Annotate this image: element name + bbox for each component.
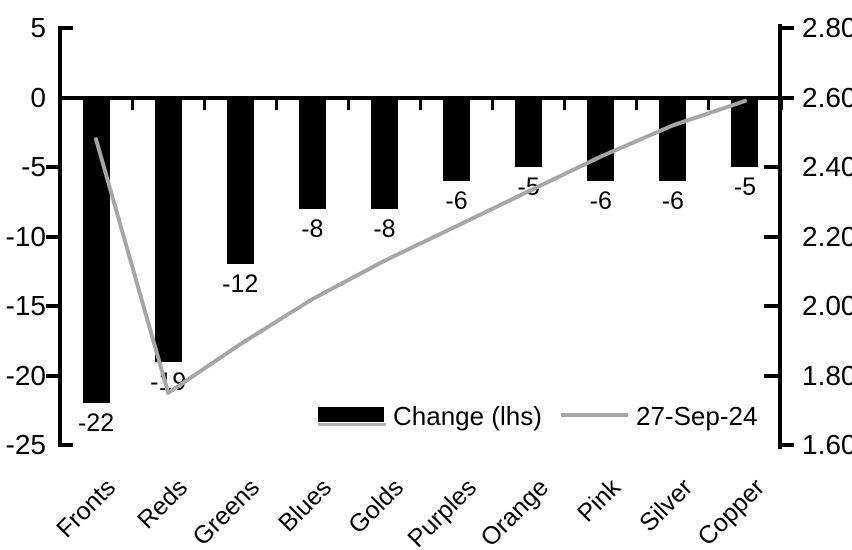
left-axis-tick bbox=[46, 373, 60, 378]
x-axis-tick bbox=[58, 97, 62, 110]
left-axis-tick-label: -5 bbox=[21, 151, 46, 182]
left-axis-tick-label: -20 bbox=[5, 359, 46, 391]
legend-label-line-series: 27-Sep-24 bbox=[636, 401, 758, 431]
left-axis-tick-label: -10 bbox=[5, 220, 46, 252]
zero-line bbox=[58, 95, 792, 100]
legend-line-swatch bbox=[561, 413, 628, 417]
left-axis-tick-label: 0 bbox=[30, 81, 46, 113]
left-axis-tick-label: -25 bbox=[5, 429, 46, 460]
x-axis-tick bbox=[779, 97, 783, 110]
right-axis-tick bbox=[764, 234, 778, 239]
legend-bar-swatch-underline bbox=[318, 423, 386, 426]
legend-bar-swatch bbox=[318, 407, 384, 422]
right-axis-tick-label: 2.00 bbox=[802, 290, 852, 321]
right-axis-end-cap bbox=[782, 26, 794, 30]
right-axis-tick bbox=[764, 304, 778, 308]
right-axis-tick bbox=[764, 165, 778, 169]
legend-label-bar-series: Change (lhs) bbox=[393, 401, 542, 431]
left-axis-tick-label: -15 bbox=[5, 290, 46, 321]
left-axis-tick bbox=[46, 304, 60, 308]
right-axis-tick-label: 1.80 bbox=[802, 359, 852, 391]
right-axis-tick-label: 2.20 bbox=[802, 220, 852, 252]
right-axis-end-cap bbox=[782, 443, 794, 447]
left-axis-tick-label: 5 bbox=[30, 12, 46, 43]
right-axis-tick bbox=[764, 373, 778, 378]
bar-data-label: -22 bbox=[77, 409, 115, 438]
left-axis-line bbox=[58, 26, 62, 447]
left-axis-tick bbox=[46, 234, 60, 239]
left-axis-end-cap bbox=[60, 26, 73, 30]
right-axis-tick-label: 2.40 bbox=[802, 151, 852, 182]
left-axis-end-cap bbox=[60, 443, 73, 447]
right-axis-tick-label: 2.60 bbox=[802, 81, 852, 113]
right-axis-end-cap bbox=[782, 95, 794, 100]
right-axis-tick-label: 2.80 bbox=[802, 12, 852, 43]
right-axis-tick-label: 1.60 bbox=[802, 429, 852, 460]
right-axis-line bbox=[778, 24, 782, 449]
left-axis-tick bbox=[46, 165, 60, 169]
